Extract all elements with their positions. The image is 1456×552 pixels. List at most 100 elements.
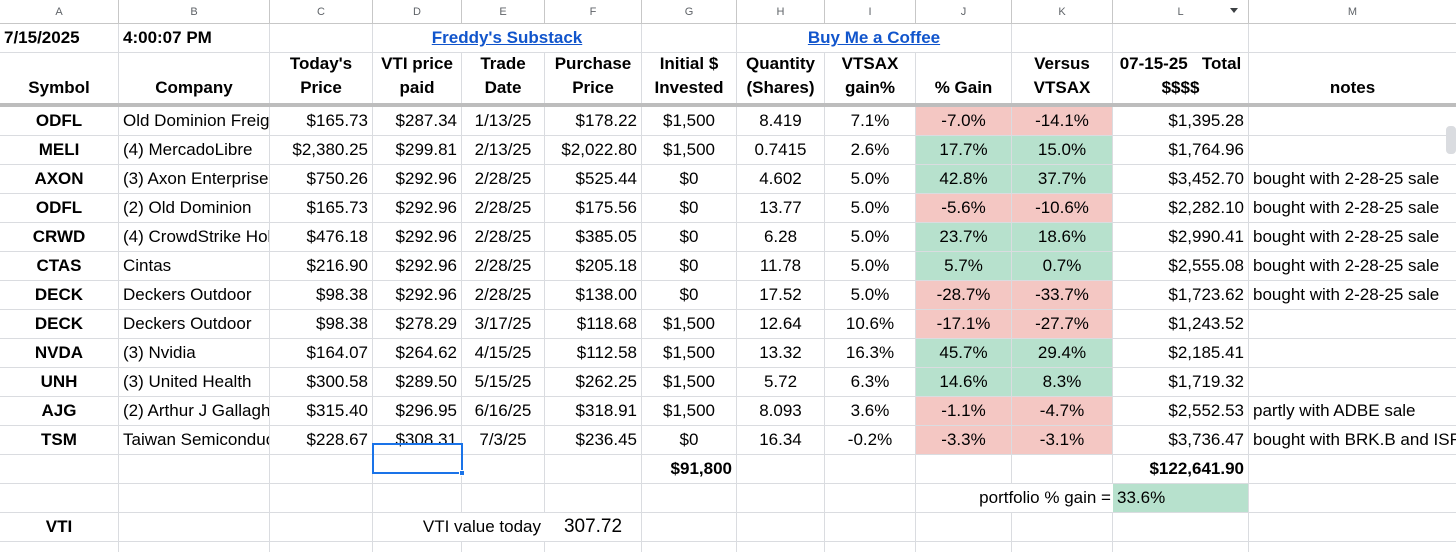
pct-gain-cell[interactable]: -3.3% xyxy=(916,426,1012,454)
pct-gain-cell[interactable]: -5.6% xyxy=(916,194,1012,222)
header-versus-vtsax[interactable]: Versus VTSAX xyxy=(1012,53,1113,103)
initial-invested-cell[interactable]: $0 xyxy=(642,194,737,222)
column-header-g[interactable]: G xyxy=(642,0,737,24)
time-cell[interactable]: 4:00:07 PM xyxy=(119,24,270,52)
cell-selection-box[interactable] xyxy=(372,443,463,474)
date-cell[interactable]: 7/15/2025 xyxy=(0,24,119,52)
header-vtsax-gain[interactable]: VTSAX gain% xyxy=(825,53,916,103)
notes-cell[interactable] xyxy=(1249,368,1456,396)
empty-cell[interactable] xyxy=(916,542,1012,552)
pct-gain-cell[interactable]: -28.7% xyxy=(916,281,1012,309)
total-value-cell[interactable]: $1,395.28 xyxy=(1113,107,1249,135)
empty-cell[interactable] xyxy=(1113,24,1249,52)
initial-invested-cell[interactable]: $1,500 xyxy=(642,310,737,338)
versus-vtsax-cell[interactable]: -10.6% xyxy=(1012,194,1113,222)
total-value-cell[interactable]: $2,990.41 xyxy=(1113,223,1249,251)
initial-invested-cell[interactable]: $0 xyxy=(642,223,737,251)
vtsax-gain-cell[interactable]: 5.0% xyxy=(825,223,916,251)
portfolio-gain-value[interactable]: 33.6% xyxy=(1113,484,1249,512)
company-cell[interactable]: (3) Axon Enterprise xyxy=(119,165,270,193)
total-value-cell[interactable]: $2,552.53 xyxy=(1113,397,1249,425)
notes-cell[interactable] xyxy=(1249,339,1456,367)
empty-cell[interactable] xyxy=(119,542,270,552)
trade-date-cell[interactable]: 7/3/25 xyxy=(462,426,545,454)
empty-cell[interactable] xyxy=(545,455,642,483)
company-cell[interactable]: (2) Arthur J Gallagher xyxy=(119,397,270,425)
trade-date-cell[interactable]: 1/13/25 xyxy=(462,107,545,135)
empty-cell[interactable] xyxy=(1249,24,1456,52)
total-invested-cell[interactable]: $91,800 xyxy=(642,455,737,483)
todays-price-cell[interactable]: $165.73 xyxy=(270,194,373,222)
company-cell[interactable]: (3) United Health xyxy=(119,368,270,396)
column-header-a[interactable]: A xyxy=(0,0,119,24)
fill-handle[interactable] xyxy=(459,470,465,476)
initial-invested-cell[interactable]: $1,500 xyxy=(642,368,737,396)
initial-invested-cell[interactable]: $1,500 xyxy=(642,339,737,367)
initial-invested-cell[interactable]: $0 xyxy=(642,426,737,454)
todays-price-cell[interactable]: $228.67 xyxy=(270,426,373,454)
purchase-price-cell[interactable]: $178.22 xyxy=(545,107,642,135)
empty-cell[interactable] xyxy=(462,484,545,512)
todays-price-cell[interactable]: $476.18 xyxy=(270,223,373,251)
symbol-cell[interactable]: ODFL xyxy=(0,194,119,222)
empty-cell[interactable] xyxy=(737,455,825,483)
quantity-cell[interactable]: 11.78 xyxy=(737,252,825,280)
vtsax-gain-cell[interactable]: 3.6% xyxy=(825,397,916,425)
empty-cell[interactable] xyxy=(1012,542,1113,552)
quantity-cell[interactable]: 12.64 xyxy=(737,310,825,338)
vtsax-gain-cell[interactable]: 5.0% xyxy=(825,194,916,222)
column-header-j[interactable]: J xyxy=(916,0,1012,24)
todays-price-cell[interactable]: $98.38 xyxy=(270,310,373,338)
empty-cell[interactable] xyxy=(0,484,119,512)
purchase-price-cell[interactable]: $2,022.80 xyxy=(545,136,642,164)
quantity-cell[interactable]: 0.7415 xyxy=(737,136,825,164)
vtsax-gain-cell[interactable]: 2.6% xyxy=(825,136,916,164)
trade-date-cell[interactable]: 4/15/25 xyxy=(462,339,545,367)
notes-cell[interactable] xyxy=(1249,107,1456,135)
total-value-cell[interactable]: $122,641.90 xyxy=(1113,455,1249,483)
company-cell[interactable]: Deckers Outdoor xyxy=(119,310,270,338)
column-header-i[interactable]: I xyxy=(825,0,916,24)
purchase-price-cell[interactable]: $318.91 xyxy=(545,397,642,425)
empty-cell[interactable] xyxy=(0,455,119,483)
pct-gain-cell[interactable]: 14.6% xyxy=(916,368,1012,396)
versus-vtsax-cell[interactable]: -33.7% xyxy=(1012,281,1113,309)
header-pct-gain[interactable]: % Gain xyxy=(916,53,1012,103)
vti-price-paid-cell[interactable]: $292.96 xyxy=(373,194,462,222)
vtsax-gain-cell[interactable]: 10.6% xyxy=(825,310,916,338)
symbol-cell[interactable]: DECK xyxy=(0,310,119,338)
empty-cell[interactable] xyxy=(1249,484,1456,512)
total-value-cell[interactable]: $2,555.08 xyxy=(1113,252,1249,280)
column-header-m[interactable]: M xyxy=(1249,0,1456,24)
symbol-cell[interactable]: MELI xyxy=(0,136,119,164)
notes-cell[interactable]: bought with BRK.B and ISRG xyxy=(1253,430,1456,449)
vti-price-paid-cell[interactable]: $289.50 xyxy=(373,368,462,396)
empty-cell[interactable] xyxy=(0,542,119,552)
empty-cell[interactable] xyxy=(642,484,737,512)
quantity-cell[interactable]: 4.602 xyxy=(737,165,825,193)
header-total[interactable]: 07-15-25 Total $$$$ xyxy=(1113,53,1249,103)
todays-price-cell[interactable]: $750.26 xyxy=(270,165,373,193)
vtsax-gain-cell[interactable]: 5.0% xyxy=(825,281,916,309)
initial-invested-cell[interactable]: $0 xyxy=(642,165,737,193)
initial-invested-cell[interactable]: $1,500 xyxy=(642,107,737,135)
empty-cell[interactable] xyxy=(1113,513,1249,541)
vti-price-paid-cell[interactable]: $292.96 xyxy=(373,281,462,309)
empty-cell[interactable] xyxy=(1012,24,1113,52)
quantity-cell[interactable]: 6.28 xyxy=(737,223,825,251)
total-value-cell[interactable]: $1,243.52 xyxy=(1113,310,1249,338)
total-value-cell[interactable]: $3,452.70 xyxy=(1113,165,1249,193)
trade-date-cell[interactable]: 2/13/25 xyxy=(462,136,545,164)
empty-cell[interactable] xyxy=(119,484,270,512)
notes-cell[interactable] xyxy=(1249,310,1456,338)
coffee-link-cell[interactable]: Buy Me a Coffee xyxy=(737,24,1012,52)
vti-price-paid-cell[interactable]: $264.62 xyxy=(373,339,462,367)
initial-invested-cell[interactable]: $1,500 xyxy=(642,136,737,164)
column-header-l[interactable]: L xyxy=(1113,0,1249,24)
empty-cell[interactable] xyxy=(825,542,916,552)
todays-price-cell[interactable]: $2,380.25 xyxy=(270,136,373,164)
versus-vtsax-cell[interactable]: -14.1% xyxy=(1012,107,1113,135)
quantity-cell[interactable]: 8.093 xyxy=(737,397,825,425)
pct-gain-cell[interactable]: 5.7% xyxy=(916,252,1012,280)
initial-invested-cell[interactable]: $0 xyxy=(642,252,737,280)
